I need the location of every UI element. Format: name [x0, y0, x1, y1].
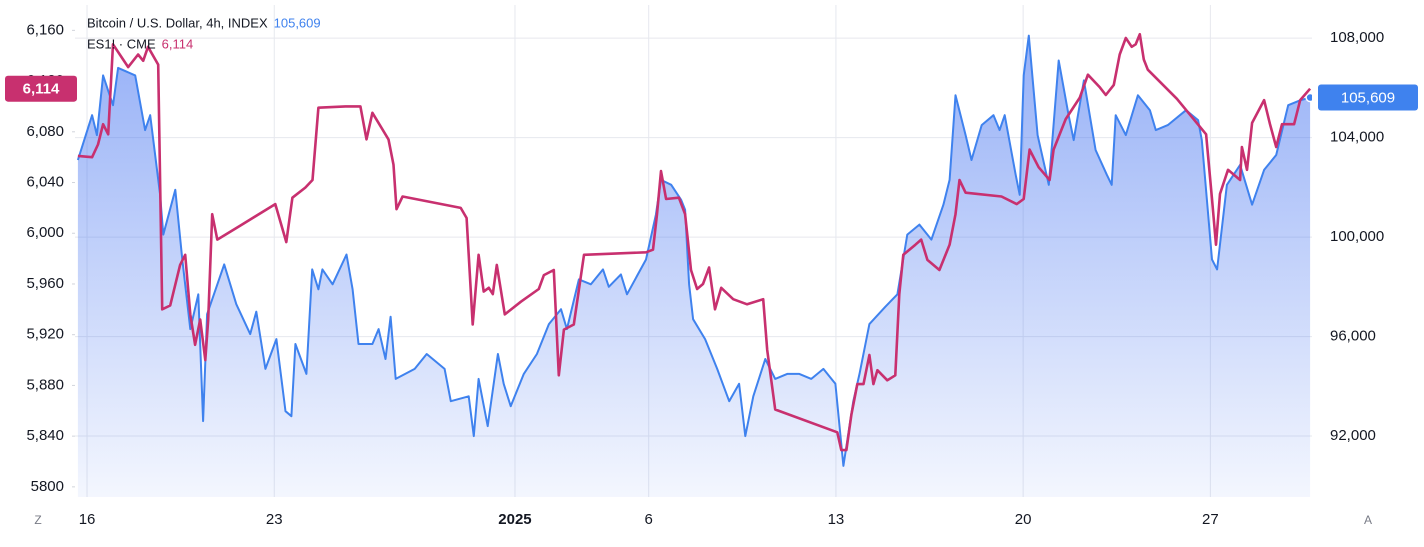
y-tick-label: 5,920 [26, 326, 64, 343]
x-tick-label: 23 [266, 511, 283, 528]
legend-name: ES1! · CME [87, 36, 156, 51]
y-tick-label: 5,880 [26, 376, 64, 393]
x-tick-label: 6 [645, 511, 653, 528]
scale-button[interactable]: Z [34, 513, 41, 527]
y-tick-label: 6,040 [26, 173, 64, 190]
x-tick-label: 2025 [498, 511, 531, 528]
y-tick-label: 5,840 [26, 427, 64, 444]
price-tag-label: 105,609 [1341, 90, 1395, 107]
y-tick-label: 5,960 [26, 275, 64, 292]
x-tick-label: 13 [828, 511, 845, 528]
y-tick-label: 5800 [31, 478, 64, 495]
series-line [77, 32, 1312, 452]
y2-tick-label: 100,000 [1330, 228, 1384, 245]
y-tick-label: 6,000 [26, 224, 64, 241]
y-tick-label: 6,160 [26, 21, 64, 38]
x-tick-label: 27 [1202, 511, 1219, 528]
x-tick-label: 20 [1015, 511, 1032, 528]
price-tag [1318, 84, 1418, 111]
scale-button[interactable]: A [1364, 513, 1372, 527]
y2-tick-label: 92,000 [1330, 427, 1376, 444]
series-area [77, 35, 1311, 497]
y-tick-label: 6,080 [26, 123, 64, 140]
x-tick-label: 16 [79, 511, 96, 528]
legend-name: Bitcoin / U.S. Dollar, 4h, INDEX [87, 15, 268, 30]
series-line [76, 34, 1311, 467]
legend-value: 105,609 [274, 15, 321, 30]
last-point [1305, 92, 1312, 103]
price-tag [5, 75, 77, 102]
y2-tick-label: 108,000 [1330, 29, 1384, 46]
legend-value: 6,114 [162, 36, 194, 51]
y2-tick-label: 96,000 [1330, 328, 1376, 345]
price-tag-label: 6,114 [23, 81, 60, 98]
y2-tick-label: 104,000 [1330, 129, 1384, 146]
